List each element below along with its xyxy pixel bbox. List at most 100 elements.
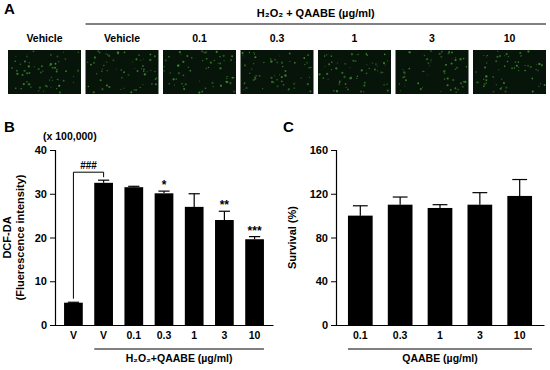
micrograph-speck [485, 79, 487, 81]
micrograph-background [163, 50, 236, 94]
micrograph-speck [26, 72, 28, 74]
micrograph-speck [351, 53, 353, 55]
micrograph-speck [189, 70, 191, 72]
micrograph-speck [337, 63, 338, 64]
x-tick: V [100, 325, 107, 341]
x-tick-label: V [100, 329, 107, 341]
error-stem [400, 197, 401, 205]
micrograph-speck [363, 84, 365, 86]
micrograph-speck [499, 55, 501, 57]
micrograph-speck [154, 71, 156, 73]
micrograph-speck [519, 52, 521, 54]
micrograph-speck [357, 54, 358, 55]
micrograph-speck [352, 60, 353, 61]
micrograph-speck [173, 78, 175, 80]
micrograph-speck [143, 71, 145, 73]
micrograph-speck [202, 60, 203, 61]
micrograph-speck [102, 68, 103, 69]
micrograph-speck [483, 85, 485, 87]
micrograph-speck [310, 90, 312, 92]
micrograph-speck [383, 84, 385, 86]
x-tick-label: 0.1 [353, 329, 368, 341]
micrograph-speck [344, 63, 346, 65]
error-cap [98, 180, 109, 181]
micrograph-speck [454, 69, 455, 70]
micrograph-speck [532, 91, 534, 93]
micrograph-speck [360, 90, 362, 92]
micrograph-speck [206, 68, 208, 70]
micrograph-speck [133, 89, 135, 91]
error-bar [433, 205, 448, 208]
micrograph-speck [116, 68, 117, 69]
y-tick: 40 [35, 144, 55, 156]
micrograph-speck [454, 87, 456, 89]
y-tick: 120 [310, 188, 336, 200]
micrograph-speck [517, 61, 519, 63]
error-bar [98, 180, 109, 183]
micrograph-speck [535, 69, 536, 70]
micrograph-speck [282, 66, 284, 68]
x-tick: 0.3 [393, 325, 408, 341]
error-stem [194, 194, 195, 207]
micrograph-speck [331, 69, 332, 70]
micrograph-speck [55, 63, 57, 65]
micrograph-speck [183, 88, 185, 90]
micrograph-speck [205, 87, 207, 89]
micrograph-speck [324, 55, 326, 57]
micrograph-speck [120, 89, 121, 90]
x-tick-label: 0.3 [157, 329, 172, 341]
y-tick-label: 0 [41, 319, 47, 331]
micrograph-speck [377, 70, 378, 71]
micrograph-speck [163, 70, 165, 72]
micrograph-speck [447, 77, 449, 79]
micrograph-speck [270, 60, 272, 62]
micrograph-speck [99, 52, 100, 53]
micrograph-speck [97, 50, 99, 52]
micrograph-speck [245, 87, 246, 88]
micrograph-speck [140, 60, 141, 61]
micrograph-speck [58, 79, 59, 80]
micrograph-speck [506, 53, 508, 55]
micrograph-background [241, 50, 314, 94]
x-tick: 3 [221, 325, 227, 341]
micrograph-speck [309, 77, 310, 78]
micrograph-speck [168, 56, 169, 57]
y-axis: 010203040 [35, 144, 56, 331]
y-tick-label: 160 [310, 144, 328, 156]
micrograph-speck [94, 56, 96, 58]
micrograph-speck [307, 54, 309, 56]
micrograph-speck [155, 77, 157, 79]
micrograph-speck [525, 65, 526, 66]
x-tick-label: V [70, 329, 77, 341]
micrograph-speck [101, 88, 103, 90]
micrograph-speck [403, 71, 405, 73]
y-axis: 04080120160 [310, 144, 337, 331]
micrograph-speck [422, 87, 423, 88]
micrograph-speck [255, 75, 257, 77]
micrograph-speck [77, 52, 79, 54]
micrograph-speck [405, 79, 407, 81]
micrograph-speck [230, 59, 232, 61]
micrograph-speck [16, 73, 18, 75]
column-label: 0.3 [270, 32, 285, 44]
significance-bracket [73, 172, 103, 299]
micrograph-speck [262, 88, 264, 90]
micrograph-speck [178, 72, 180, 74]
micrograph-speck [130, 91, 132, 93]
micrograph-speck [281, 76, 283, 78]
micrograph-speck [409, 51, 411, 53]
micrograph-speck [377, 65, 378, 66]
micrograph-speck [105, 53, 106, 54]
micrograph-speck [100, 79, 102, 81]
micrograph-speck [307, 83, 309, 85]
bar [185, 207, 204, 325]
micrograph-speck [338, 83, 340, 85]
micrograph-speck [58, 85, 60, 87]
micrograph-speck [354, 60, 356, 62]
micrograph-speck [380, 71, 382, 73]
micrograph-speck [93, 62, 95, 64]
micrograph-speck [346, 87, 347, 88]
axis-line [337, 325, 545, 326]
micrograph-speck [136, 70, 138, 72]
micrograph-speck [211, 82, 213, 84]
